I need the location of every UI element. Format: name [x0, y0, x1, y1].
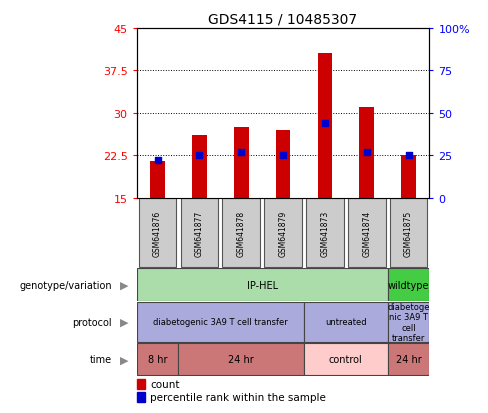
Text: genotype/variation: genotype/variation: [20, 280, 112, 290]
Bar: [192, 136, 207, 198]
Text: ▶: ▶: [120, 280, 129, 290]
Text: wildtype: wildtype: [388, 280, 429, 290]
Bar: [223, 199, 260, 268]
Bar: [387, 269, 429, 301]
Bar: [264, 199, 302, 268]
Bar: [137, 269, 387, 301]
Text: GSM641877: GSM641877: [195, 210, 204, 256]
Point: [154, 158, 162, 164]
Point: [237, 149, 245, 156]
Bar: [387, 302, 429, 342]
Point: [363, 149, 370, 156]
Text: GSM641874: GSM641874: [362, 210, 371, 256]
Point: [405, 152, 412, 159]
Bar: [304, 302, 387, 342]
Text: diabetoge
nic 3A9 T
cell
transfer: diabetoge nic 3A9 T cell transfer: [387, 302, 430, 342]
Text: 8 hr: 8 hr: [148, 354, 167, 364]
Text: untreated: untreated: [325, 318, 366, 327]
Text: protocol: protocol: [73, 317, 112, 327]
Point: [321, 121, 329, 127]
Text: ▶: ▶: [120, 354, 129, 364]
Bar: [137, 379, 145, 389]
Point: [196, 152, 203, 159]
Bar: [306, 199, 344, 268]
Bar: [181, 199, 218, 268]
Text: GSM641873: GSM641873: [320, 210, 329, 256]
Bar: [348, 199, 386, 268]
Bar: [390, 199, 427, 268]
Text: GSM641875: GSM641875: [404, 210, 413, 256]
Title: GDS4115 / 10485307: GDS4115 / 10485307: [208, 12, 358, 26]
Bar: [137, 392, 145, 402]
Point: [279, 152, 287, 159]
Text: count: count: [150, 379, 180, 389]
Text: time: time: [90, 354, 112, 364]
Bar: [179, 343, 304, 375]
Bar: [150, 161, 165, 198]
Text: IP-HEL: IP-HEL: [246, 280, 278, 290]
Bar: [304, 343, 387, 375]
Bar: [276, 131, 290, 198]
Bar: [401, 156, 416, 198]
Bar: [137, 343, 179, 375]
Bar: [139, 199, 176, 268]
Text: 24 hr: 24 hr: [396, 354, 422, 364]
Bar: [359, 108, 374, 198]
Bar: [137, 302, 304, 342]
Bar: [387, 343, 429, 375]
Text: GSM641878: GSM641878: [237, 210, 246, 256]
Text: diabetogenic 3A9 T cell transfer: diabetogenic 3A9 T cell transfer: [153, 318, 287, 327]
Text: control: control: [329, 354, 363, 364]
Text: ▶: ▶: [120, 317, 129, 327]
Bar: [318, 54, 332, 198]
Text: 24 hr: 24 hr: [228, 354, 254, 364]
Bar: [234, 128, 248, 198]
Text: GSM641876: GSM641876: [153, 210, 162, 256]
Text: percentile rank within the sample: percentile rank within the sample: [150, 392, 326, 403]
Text: GSM641879: GSM641879: [279, 210, 287, 256]
